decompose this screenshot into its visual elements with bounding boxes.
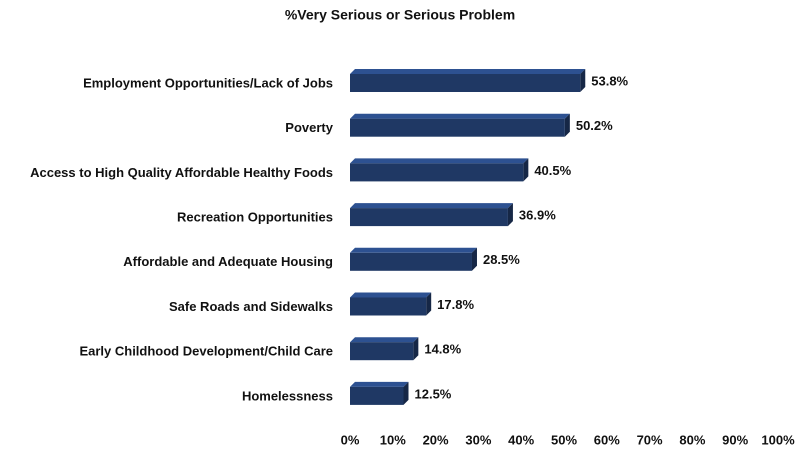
data-label: 17.8% (437, 297, 474, 312)
x-tick-label: 20% (423, 432, 449, 447)
bar (350, 74, 581, 92)
bar-side (580, 69, 586, 92)
bar-side (426, 292, 432, 316)
bar-side (564, 113, 570, 137)
bar-top (350, 203, 513, 209)
bar-top (350, 381, 409, 387)
y-tick-label: Employment Opportunities/Lack of Jobs (83, 75, 333, 90)
bar-side (523, 158, 529, 182)
x-tick-label: 50% (551, 432, 577, 447)
x-tick-label: 60% (594, 432, 620, 447)
bar (350, 163, 524, 182)
bar-top (350, 247, 477, 253)
bar-side (413, 337, 419, 361)
bar (350, 297, 427, 316)
bar (350, 208, 508, 227)
y-tick-label: Recreation Opportunities (177, 210, 333, 225)
y-tick-label: Homelessness (242, 388, 333, 403)
y-tick-label: Early Childhood Development/Child Care (79, 344, 333, 359)
bar-top (350, 158, 529, 164)
bar-top (350, 69, 586, 74)
bar (350, 118, 565, 137)
data-label: 40.5% (534, 163, 571, 178)
x-tick-label: 40% (508, 432, 534, 447)
bar-top (350, 113, 570, 119)
x-tick-label: 10% (380, 432, 406, 447)
bar-side (471, 247, 477, 271)
chart-title: %Very Serious or Serious Problem (285, 7, 515, 23)
data-label: 53.8% (591, 73, 628, 88)
y-tick-label: Poverty (285, 120, 333, 135)
data-label: 14.8% (424, 342, 461, 357)
x-tick-label: 70% (637, 432, 663, 447)
x-tick-label: 100% (761, 432, 795, 447)
x-tick-label: 30% (465, 432, 491, 447)
y-tick-label: Access to High Quality Affordable Health… (30, 165, 333, 180)
data-label: 36.9% (519, 208, 556, 223)
x-tick-label: 90% (722, 432, 748, 447)
bar-top (350, 337, 419, 343)
y-tick-label: Affordable and Adequate Housing (123, 254, 333, 269)
data-label: 50.2% (576, 118, 613, 133)
data-label: 12.5% (415, 386, 452, 401)
bar (350, 252, 472, 271)
bar-top (350, 292, 432, 298)
y-tick-label: Safe Roads and Sidewalks (169, 299, 333, 314)
x-tick-label: 0% (341, 432, 360, 447)
bar (350, 342, 414, 361)
bar-side (403, 381, 409, 405)
bar (350, 386, 404, 405)
bar-side (507, 203, 513, 227)
data-label: 28.5% (483, 252, 520, 267)
x-tick-label: 80% (679, 432, 705, 447)
